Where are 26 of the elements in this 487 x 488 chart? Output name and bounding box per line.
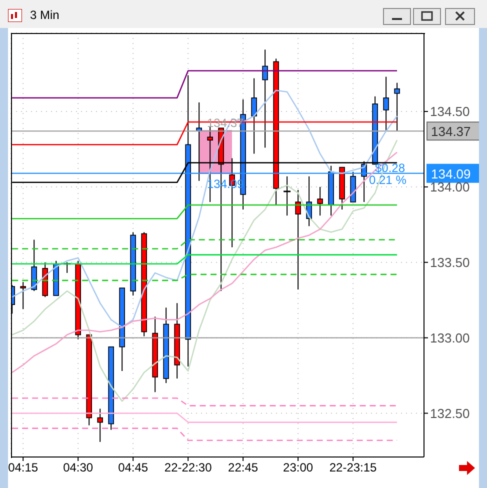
y-tick-label: 133.50 [430,254,470,270]
candlestick [262,49,268,148]
y-tick-label: 134.50 [430,104,470,120]
x-tick-label: 22-23:15 [329,460,378,475]
candlestick [97,408,103,442]
y-tick-label: 132.50 [430,406,470,421]
x-tick-label: 23:00 [283,460,314,475]
candlestick [383,76,389,132]
annotation: $0.28 [375,161,406,175]
annotation: 0.21 % [369,173,406,187]
x-tick-label: 22-22:30 [164,460,212,475]
candlestick [251,78,257,154]
x-tick-label: 04:15 [8,460,38,475]
y-tick-label: 133.00 [430,330,470,346]
ref-line-label: 134.09 [431,166,471,182]
chart-title: 3 Min [30,8,60,22]
x-tick-label: 04:30 [63,460,94,475]
y-tick-label: 134.00 [430,180,470,195]
candlestick [317,186,323,216]
ref-line-label: 134.37 [431,124,471,140]
x-tick-label: 22:45 [228,460,258,475]
candlestick [20,281,26,310]
candlestick [295,189,301,290]
candlestick [31,239,37,292]
x-tick-label: 04:45 [118,460,148,475]
candlestick [394,82,400,132]
